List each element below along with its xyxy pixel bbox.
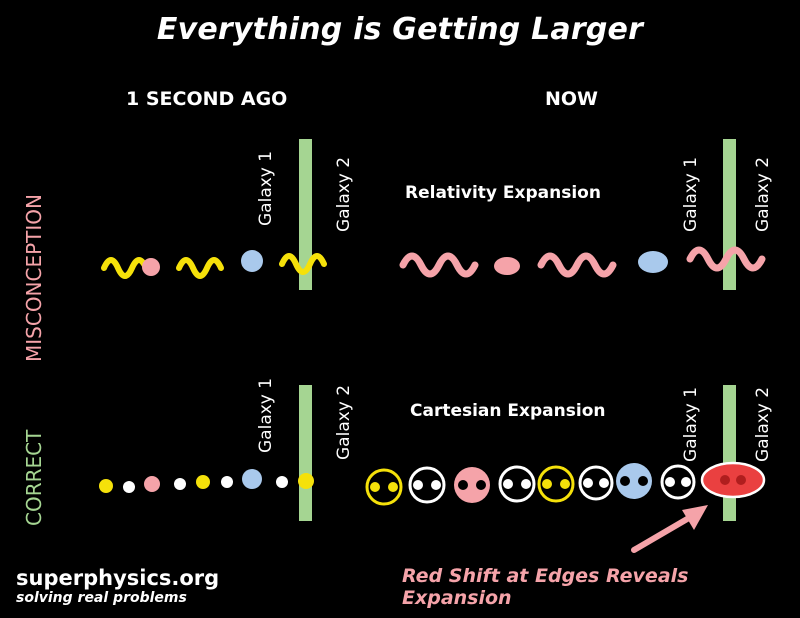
- dot-yellow-1: [99, 479, 113, 493]
- space-yellow-1: [365, 468, 403, 506]
- boundary-bar-now-misconception: [723, 139, 736, 290]
- redshift-arrow-head: [682, 505, 708, 530]
- dot-white-1: [123, 481, 135, 493]
- dot-white-4: [276, 476, 288, 488]
- redshift-arrow-line: [631, 512, 697, 553]
- wave-pink-1: [399, 252, 479, 278]
- space-blue-1: [616, 463, 652, 499]
- brand-tagline: solving real problems: [16, 590, 187, 606]
- dot-blue-1: [242, 469, 262, 489]
- dot-white-2: [174, 478, 186, 490]
- space-white-4: [660, 464, 696, 500]
- wave-pink-3: [686, 246, 766, 272]
- wave-yellow-2: [176, 257, 224, 279]
- space-white-1: [408, 466, 446, 504]
- subtitle-cartesian: Cartesian Expansion: [410, 401, 606, 421]
- wave-pink-2: [537, 252, 617, 278]
- page-title: Everything is Getting Larger: [156, 12, 644, 47]
- subtitle-relativity: Relativity Expansion: [405, 183, 601, 203]
- dot-white-3: [221, 476, 233, 488]
- wave-yellow-3: [279, 253, 327, 275]
- space-red-edge: [700, 461, 766, 499]
- boundary-bar-now-correct: [723, 385, 736, 521]
- boundary-bar-past-misconception: [299, 139, 312, 290]
- galaxy-pink-now: [494, 257, 520, 275]
- boundary-bar-past-correct: [299, 385, 312, 521]
- dot-pink-1: [144, 476, 160, 492]
- galaxy-blue-past: [241, 250, 263, 272]
- redshift-annotation: Red Shift at Edges Reveals Expansion: [402, 565, 689, 609]
- column-header-past: 1 SECOND AGO: [126, 88, 288, 110]
- space-pink-1: [454, 467, 490, 503]
- space-white-3: [578, 465, 614, 501]
- galaxy-blue-now: [638, 251, 668, 273]
- dot-yellow-2: [196, 475, 210, 489]
- space-white-2: [498, 465, 536, 503]
- space-yellow-2: [537, 465, 575, 503]
- wave-yellow-1: [101, 257, 149, 279]
- column-header-now: NOW: [545, 88, 599, 110]
- dot-yellow-3: [298, 473, 314, 489]
- galaxy-pink-past: [142, 258, 160, 276]
- brand-name: superphysics.org: [16, 566, 220, 590]
